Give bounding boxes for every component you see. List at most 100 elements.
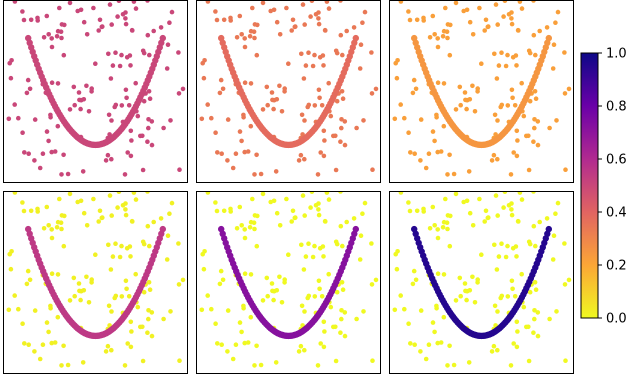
noise-point — [123, 87, 129, 93]
noise-point — [369, 282, 375, 287]
noise-point — [146, 308, 151, 313]
noise-point — [461, 8, 467, 14]
noise-point — [147, 243, 152, 249]
noise-point — [339, 125, 344, 131]
noise-point — [494, 76, 500, 81]
noise-point — [89, 277, 94, 282]
noise-point — [242, 235, 248, 241]
noise-point — [254, 243, 260, 249]
noise-point — [277, 32, 283, 37]
noise-point — [322, 138, 327, 143]
noise-point — [438, 340, 444, 345]
noise-point — [509, 207, 514, 212]
noise-point — [106, 51, 111, 57]
noise-point — [258, 362, 264, 368]
noise-point — [168, 118, 173, 123]
panel-points — [6, 191, 186, 368]
noise-point — [475, 86, 481, 91]
noise-point — [284, 196, 289, 202]
noise-point — [146, 280, 152, 285]
noise-point — [279, 300, 285, 305]
noise-point — [466, 169, 472, 174]
noise-point — [301, 267, 307, 272]
curve-point — [545, 34, 552, 42]
noise-point — [563, 358, 568, 364]
curve-point — [159, 225, 166, 233]
noise-point — [49, 340, 54, 346]
noise-point — [547, 125, 552, 131]
noise-point — [519, 80, 524, 86]
noise-point — [57, 196, 62, 202]
noise-point — [418, 117, 424, 122]
noise-point — [274, 19, 280, 25]
colorbar-tick-label: 0.6 — [606, 153, 627, 168]
noise-point — [443, 5, 448, 11]
noise-point — [354, 316, 359, 322]
noise-point — [321, 319, 327, 325]
noise-point — [317, 286, 322, 292]
noise-point — [164, 257, 170, 262]
noise-point — [254, 22, 260, 28]
noise-point — [103, 349, 109, 354]
noise-point — [107, 193, 113, 198]
noise-point — [513, 244, 519, 249]
noise-point — [339, 280, 345, 285]
noise-point — [12, 293, 17, 298]
noise-point — [532, 308, 537, 313]
noise-point — [260, 191, 266, 197]
noise-point — [221, 17, 227, 23]
noise-point — [268, 199, 274, 205]
noise-point — [519, 271, 524, 277]
noise-point — [117, 63, 123, 69]
noise-point — [254, 52, 260, 58]
noise-point — [298, 152, 304, 158]
noise-point — [445, 172, 450, 177]
noise-point — [302, 309, 307, 314]
noise-point — [219, 342, 224, 348]
noise-point — [406, 200, 411, 205]
noise-point — [277, 223, 283, 228]
noise-point — [167, 20, 172, 26]
noise-point — [213, 321, 218, 327]
noise-point — [67, 298, 73, 303]
noise-point — [49, 44, 55, 50]
noise-point — [225, 308, 231, 313]
noise-point — [432, 138, 437, 144]
noise-point — [260, 298, 266, 303]
noise-point — [133, 6, 139, 11]
noise-point — [441, 314, 447, 320]
noise-point — [89, 86, 94, 91]
noise-point — [514, 63, 519, 68]
noise-point — [21, 208, 27, 214]
noise-point — [20, 321, 25, 327]
noise-point — [495, 213, 501, 218]
noise-point — [318, 150, 324, 155]
noise-point — [71, 275, 77, 281]
noise-point — [489, 158, 495, 163]
noise-point — [32, 349, 37, 354]
noise-point — [149, 142, 155, 148]
noise-point — [299, 51, 304, 57]
noise-point — [248, 123, 254, 129]
noise-point — [312, 243, 317, 249]
noise-point — [531, 139, 536, 144]
noise-point — [145, 139, 150, 144]
noise-point — [254, 343, 259, 349]
noise-point — [128, 153, 134, 159]
noise-point — [499, 293, 505, 299]
noise-point — [301, 76, 307, 81]
noise-point — [215, 150, 220, 155]
noise-point — [312, 52, 317, 58]
noise-point — [509, 10, 514, 15]
noise-point — [483, 17, 489, 23]
noise-point — [458, 293, 464, 299]
noise-point — [228, 206, 233, 212]
noise-point — [107, 2, 113, 7]
noise-point — [319, 294, 325, 299]
noise-point — [109, 309, 114, 314]
noise-point — [563, 167, 568, 172]
noise-point — [12, 102, 17, 107]
noise-point — [8, 266, 14, 272]
noise-point — [516, 28, 521, 33]
